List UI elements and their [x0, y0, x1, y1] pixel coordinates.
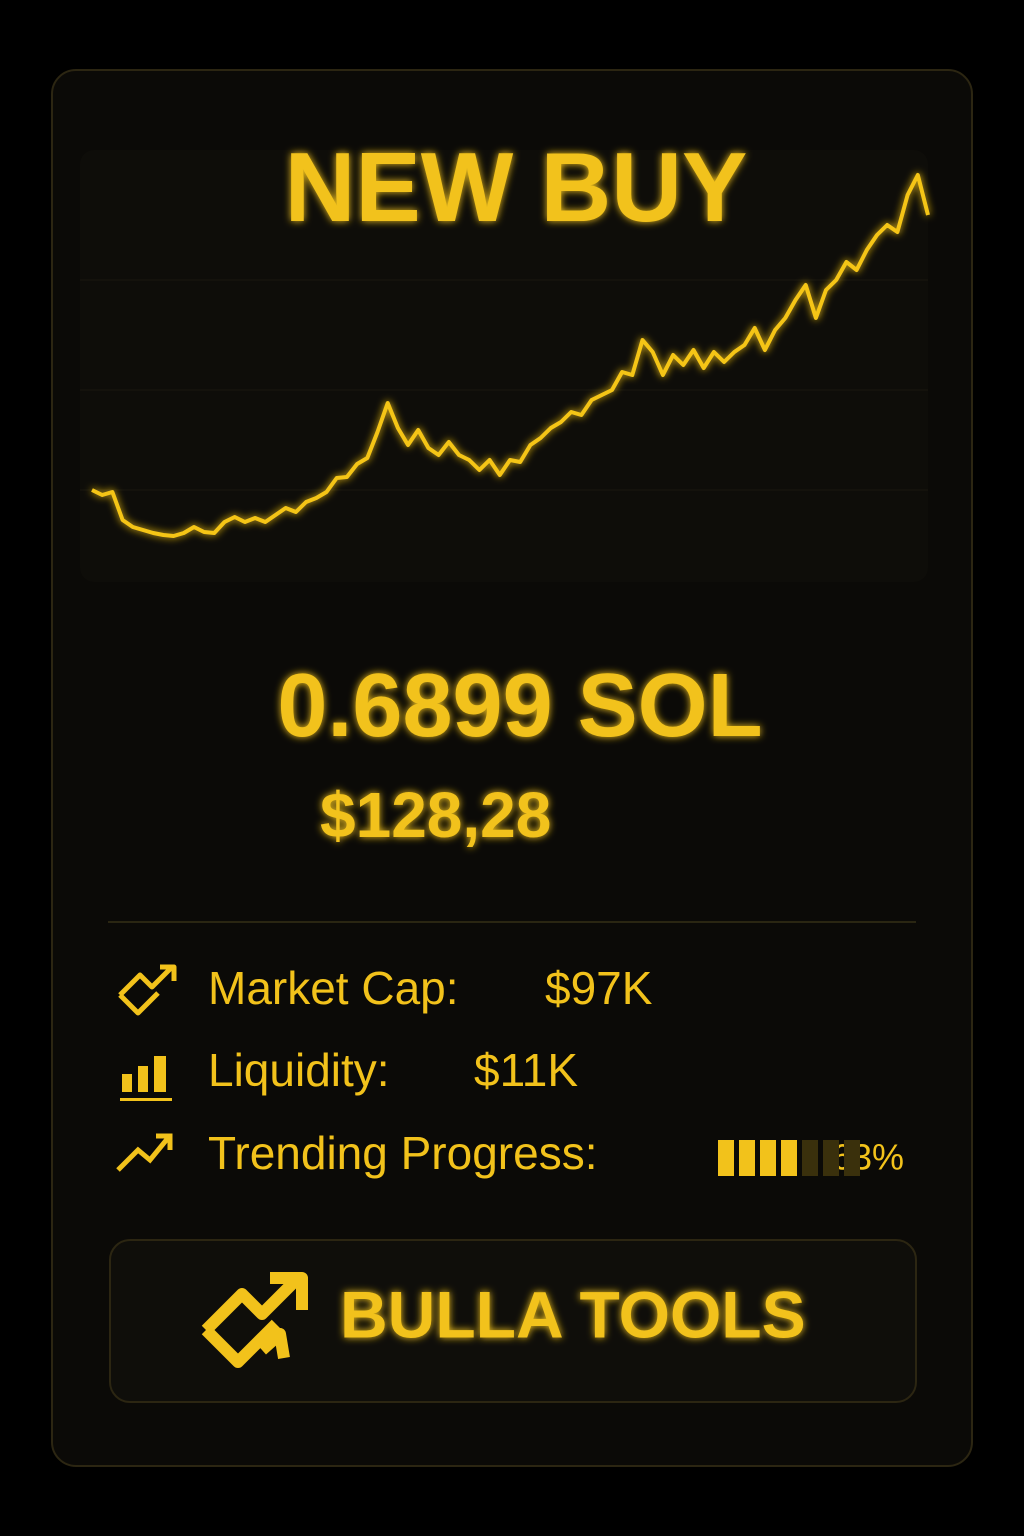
- stat-value: $97K: [545, 962, 653, 1014]
- progress-bar: [718, 1140, 860, 1176]
- chart-panel: [80, 150, 928, 582]
- price-chart: [91, 173, 930, 538]
- progress-segment: [823, 1140, 839, 1176]
- progress-segment: [781, 1140, 797, 1176]
- progress-segment: [739, 1140, 755, 1176]
- chart-grid: [80, 279, 928, 491]
- stat-label: Trending Progress:: [208, 1127, 597, 1179]
- title: NEW BUY: [285, 132, 748, 242]
- stat-label: Market Cap:: [208, 962, 459, 1014]
- trending-icon: [116, 1133, 173, 1172]
- market-cap-icon: [118, 964, 177, 1016]
- progress-segment: [802, 1140, 818, 1176]
- progress-segment: [844, 1140, 860, 1176]
- amount-usd: $128,28: [320, 779, 551, 851]
- liquidity-icon: [120, 1056, 172, 1101]
- progress-segment: [718, 1140, 734, 1176]
- progress-segment: [760, 1140, 776, 1176]
- button-icon: [201, 1272, 308, 1368]
- bulla-tools-button[interactable]: [109, 1239, 917, 1403]
- amount: 0.6899 SOL: [277, 656, 762, 756]
- stat-label: Liquidity:: [208, 1044, 390, 1096]
- price-line: [91, 173, 930, 538]
- stat-value: $11K: [474, 1044, 578, 1096]
- progress-label: 63%: [832, 1137, 904, 1178]
- button-label: BULLA TOOLS: [340, 1277, 806, 1351]
